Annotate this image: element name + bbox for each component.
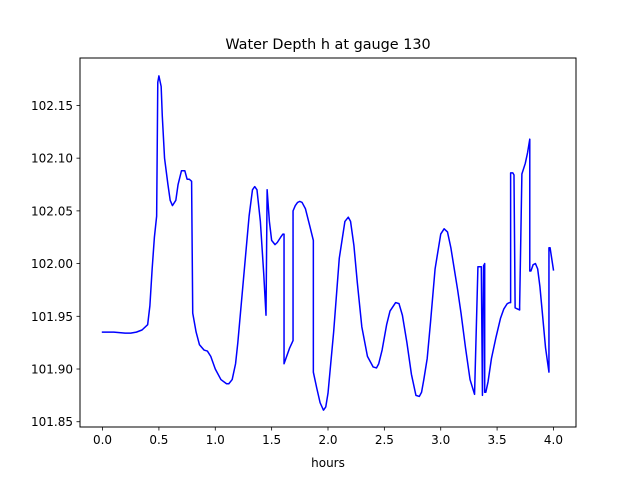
- x-tick-label: 2.5: [375, 433, 394, 447]
- y-axis: 101.85 101.90 101.95 102.00 102.05 102.10 102.…: [31, 99, 80, 429]
- x-axis: 0.0 0.5 1.0 1.5 2.0 2.5 3.0 3.5 4.0: [93, 427, 563, 447]
- x-tick-label: 3.5: [488, 433, 507, 447]
- x-tick-label: 1.0: [206, 433, 225, 447]
- y-tick-label: 101.85: [31, 415, 73, 429]
- x-tick-label: 4.0: [544, 433, 563, 447]
- x-tick-label: 0.0: [93, 433, 112, 447]
- x-axis-title: hours: [311, 456, 345, 470]
- plot-frame: [79, 57, 577, 428]
- y-tick-label: 102.15: [31, 99, 73, 113]
- chart-title: Water Depth h at gauge 130: [225, 37, 430, 53]
- y-tick-label: 102.05: [31, 204, 73, 218]
- x-tick-label: 3.0: [431, 433, 450, 447]
- x-tick-label: 2.0: [318, 433, 337, 447]
- plot-area: [101, 75, 555, 411]
- y-tick-label: 102.10: [31, 152, 73, 166]
- y-tick-label: 102.00: [31, 257, 73, 271]
- y-tick-label: 101.95: [31, 310, 73, 324]
- y-tick-label: 101.90: [31, 363, 73, 377]
- x-tick-label: 1.5: [262, 433, 281, 447]
- series-line: [101, 75, 555, 411]
- x-tick-label: 0.5: [149, 433, 168, 447]
